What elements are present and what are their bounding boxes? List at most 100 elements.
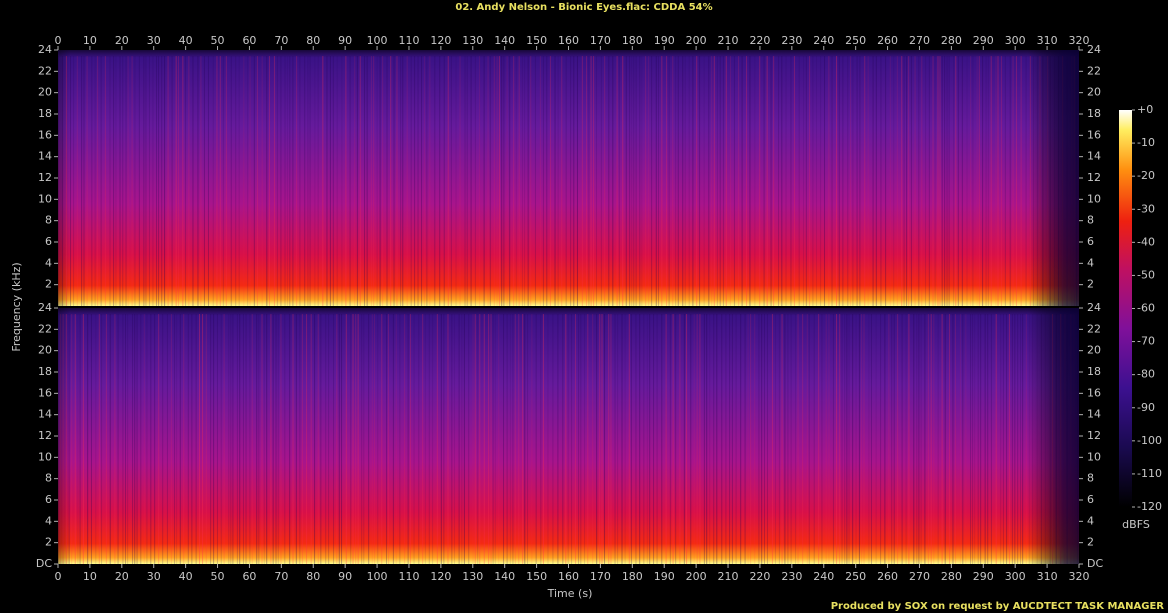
x-tick-label: 120 xyxy=(430,34,451,47)
y-tick-label: 14 xyxy=(1087,150,1101,163)
x-tick-label: 280 xyxy=(941,34,962,47)
y-tick-label: 8 xyxy=(45,214,52,227)
colorbar-tick-label: -40 xyxy=(1137,235,1155,248)
x-tick-label: 0 xyxy=(55,570,62,583)
colorbar-tick-label: -10 xyxy=(1137,136,1155,149)
y-tick-label: 22 xyxy=(1087,64,1101,77)
y-tick-label: 14 xyxy=(38,408,52,421)
x-tick-label: 210 xyxy=(718,570,739,583)
y-tick-label: 20 xyxy=(1087,344,1101,357)
x-tick-label: 290 xyxy=(973,34,994,47)
y-tick-label: 18 xyxy=(1087,107,1101,120)
x-tick-label: 70 xyxy=(274,34,288,47)
x-tick-label: 50 xyxy=(211,34,225,47)
y-tick-label: 4 xyxy=(1087,514,1094,527)
x-tick-label: 200 xyxy=(686,34,707,47)
x-tick-label: 100 xyxy=(367,570,388,583)
y-tick-label: 10 xyxy=(1087,450,1101,463)
y-tick-label: 6 xyxy=(45,493,52,506)
x-tick-label: 70 xyxy=(274,570,288,583)
x-axis-label: Time (s) xyxy=(547,587,593,600)
x-tick-label: 220 xyxy=(749,570,770,583)
y-tick-label: 12 xyxy=(1087,429,1101,442)
x-tick-label: 200 xyxy=(686,570,707,583)
colorbar-tick-label: +0 xyxy=(1137,103,1153,116)
x-tick-label: 130 xyxy=(462,570,483,583)
x-tick-label: 40 xyxy=(179,570,193,583)
y-tick-label: 14 xyxy=(38,150,52,163)
y-tick-label: 16 xyxy=(38,386,52,399)
colorbar-tick-label: -60 xyxy=(1137,302,1155,315)
x-tick-label: 170 xyxy=(590,570,611,583)
x-tick-label: 320 xyxy=(1069,34,1090,47)
colorbar-tick-label: -120 xyxy=(1137,500,1162,513)
colorbar-tick-label: -110 xyxy=(1137,467,1162,480)
x-tick-label: 250 xyxy=(845,34,866,47)
x-tick-label: 60 xyxy=(242,570,256,583)
colorbar-tick-label: -100 xyxy=(1137,434,1162,447)
y-tick-label: 22 xyxy=(38,322,52,335)
x-tick-label: 50 xyxy=(211,570,225,583)
x-tick-label: 20 xyxy=(115,570,129,583)
x-tick-label: 30 xyxy=(147,570,161,583)
y-tick-label: DC xyxy=(36,557,52,570)
x-tick-label: 160 xyxy=(558,34,579,47)
x-tick-label: 40 xyxy=(179,34,193,47)
colorbar-tick-label: -50 xyxy=(1137,268,1155,281)
y-tick-label: 10 xyxy=(38,192,52,205)
colorbar-tick-label: -30 xyxy=(1137,202,1155,215)
y-tick-label: 12 xyxy=(38,429,52,442)
colorbar-tick-label: -90 xyxy=(1137,401,1155,414)
y-tick-label: 16 xyxy=(38,128,52,141)
spectrogram-edge xyxy=(58,308,1079,564)
colorbar-tick-label: -80 xyxy=(1137,368,1155,381)
colorbar xyxy=(1119,110,1132,507)
x-tick-label: 90 xyxy=(338,570,352,583)
footer: Produced by SOX on request by AUCDTECT T… xyxy=(831,601,1165,612)
x-tick-label: 80 xyxy=(306,34,320,47)
y-tick-label: 10 xyxy=(1087,192,1101,205)
x-tick-label: 240 xyxy=(813,34,834,47)
x-tick-label: 180 xyxy=(622,34,643,47)
y-tick-label: 20 xyxy=(1087,86,1101,99)
x-tick-label: 260 xyxy=(877,570,898,583)
x-tick-label: 280 xyxy=(941,570,962,583)
y-tick-label: 8 xyxy=(1087,214,1094,227)
y-tick-label: 12 xyxy=(1087,171,1101,184)
x-tick-label: 30 xyxy=(147,34,161,47)
colorbar-tick-label: -20 xyxy=(1137,169,1155,182)
x-tick-label: 150 xyxy=(526,570,547,583)
y-tick-label: 2 xyxy=(1087,536,1094,549)
y-tick-label: 20 xyxy=(38,344,52,357)
y-tick-label: 14 xyxy=(1087,408,1101,421)
y-tick-label: 18 xyxy=(38,107,52,120)
y-tick-label: 4 xyxy=(45,514,52,527)
x-tick-label: 160 xyxy=(558,570,579,583)
x-tick-label: 270 xyxy=(909,34,930,47)
x-tick-label: 230 xyxy=(781,570,802,583)
x-tick-label: 90 xyxy=(338,34,352,47)
y-tick-label: 8 xyxy=(1087,472,1094,485)
y-tick-label: 22 xyxy=(1087,322,1101,335)
y-tick-label: 24 xyxy=(1087,301,1101,314)
x-tick-label: 100 xyxy=(367,34,388,47)
x-tick-label: 320 xyxy=(1069,570,1090,583)
x-tick-label: 180 xyxy=(622,570,643,583)
x-tick-label: 0 xyxy=(55,34,62,47)
x-tick-label: 130 xyxy=(462,34,483,47)
x-tick-label: 300 xyxy=(1005,570,1026,583)
x-tick-label: 210 xyxy=(718,34,739,47)
y-tick-label: 18 xyxy=(38,365,52,378)
y-axis-label: Frequency (kHz) xyxy=(10,262,23,351)
x-tick-label: 290 xyxy=(973,570,994,583)
x-tick-label: 80 xyxy=(306,570,320,583)
y-tick-label: 20 xyxy=(38,86,52,99)
x-tick-label: 120 xyxy=(430,570,451,583)
x-tick-label: 230 xyxy=(781,34,802,47)
colorbar-tick-label: -70 xyxy=(1137,335,1155,348)
y-tick-label: 18 xyxy=(1087,365,1101,378)
y-tick-label: 8 xyxy=(45,472,52,485)
y-tick-label: 10 xyxy=(38,450,52,463)
y-tick-label: 4 xyxy=(1087,256,1094,269)
y-tick-label: 2 xyxy=(45,536,52,549)
